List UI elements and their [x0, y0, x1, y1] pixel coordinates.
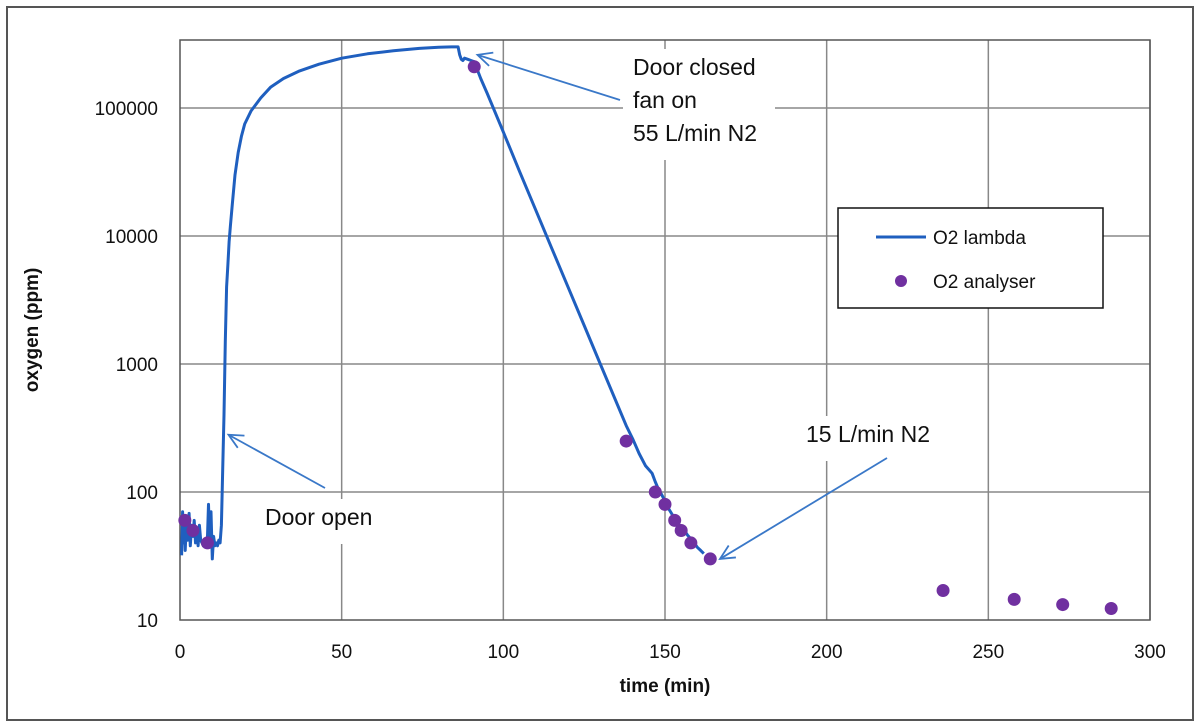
y-tick-label: 100000	[95, 99, 158, 120]
legend-label-o2-analyser: O2 analyser	[933, 272, 1036, 293]
data-point	[178, 513, 192, 527]
x-tick-label: 100	[487, 642, 519, 663]
data-point	[186, 524, 200, 538]
legend: O2 lambda O2 analyser	[837, 207, 1104, 309]
plot-area	[179, 39, 1151, 621]
x-tick-label: 250	[972, 642, 1004, 663]
series-line-o2-lambda	[180, 45, 705, 561]
data-point	[467, 60, 481, 74]
annotation-text: 15 L/min N2	[806, 421, 930, 447]
data-point	[658, 497, 672, 511]
series-points-o2-analyser	[178, 60, 1118, 615]
y-tick-labels: 10 100 1000 10000 100000	[95, 99, 158, 632]
legend-label-o2-lambda: O2 lambda	[933, 228, 1026, 249]
data-point	[619, 434, 633, 448]
data-point	[1104, 601, 1118, 615]
data-point	[648, 485, 662, 499]
annotation-text: fan on	[633, 87, 697, 113]
annotation-text: Door open	[265, 504, 372, 530]
x-tick-label: 300	[1134, 642, 1166, 663]
annotation-box	[623, 49, 775, 160]
data-point	[1007, 592, 1021, 606]
y-tick-label: 10000	[105, 227, 158, 248]
annotation-arrowhead	[475, 51, 494, 67]
x-tick-labels: 0 50 100 150 200 250 300	[175, 642, 1166, 663]
x-tick-label: 150	[649, 642, 681, 663]
y-tick-label: 10	[137, 611, 158, 632]
x-tick-label: 200	[811, 642, 843, 663]
annotation-arrowhead	[718, 545, 736, 560]
y-axis-title: oxygen (ppm)	[22, 268, 43, 393]
y-tick-label: 1000	[116, 355, 158, 376]
legend-box	[837, 207, 1104, 309]
data-point	[200, 536, 214, 550]
annotation-arrow	[228, 433, 326, 489]
annotation-arrowhead	[226, 433, 245, 449]
data-point	[674, 524, 688, 538]
data-point	[1056, 598, 1070, 612]
data-point	[703, 552, 717, 566]
y-tick-label: 100	[126, 483, 158, 504]
data-point	[684, 536, 698, 550]
annotation-box	[255, 499, 383, 544]
annotation-arrow	[719, 457, 888, 560]
data-point	[936, 584, 950, 598]
annotation-text: Door closed	[633, 54, 756, 80]
annotation-box	[796, 416, 948, 461]
legend-swatch-o2-analyser	[895, 275, 907, 287]
annotation-text: 55 L/min N2	[633, 120, 757, 146]
x-tick-label: 50	[331, 642, 352, 663]
x-tick-label: 0	[175, 642, 186, 663]
annotations: Door closed fan on 55 L/min N2 Door open 15 …	[226, 49, 948, 560]
x-axis-title: time (min)	[620, 676, 711, 697]
annotation-arrow	[477, 54, 621, 101]
data-point	[668, 513, 682, 527]
